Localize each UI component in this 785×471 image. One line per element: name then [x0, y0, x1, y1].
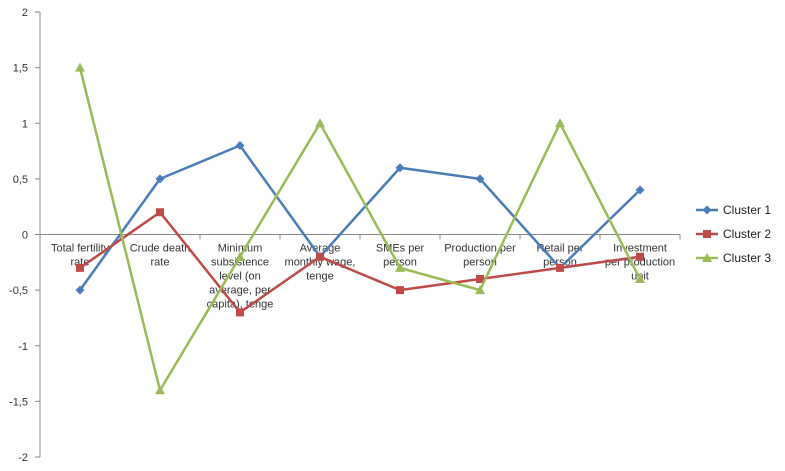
data-point	[155, 174, 165, 184]
data-point	[76, 263, 84, 272]
data-point	[75, 285, 85, 295]
legend-entry: Cluster 2	[723, 227, 771, 241]
data-point	[235, 141, 245, 150]
data-point	[636, 252, 644, 261]
data-point	[475, 174, 485, 184]
series-line-1	[78, 144, 641, 291]
y-tick-label: 0	[22, 230, 28, 242]
data-point	[315, 118, 325, 128]
data-point	[235, 251, 245, 261]
y-tick-label: 2	[22, 7, 28, 19]
data-point	[556, 263, 564, 272]
y-tick-label: 1,5	[13, 63, 28, 75]
data-point	[476, 275, 484, 283]
x-category-label: Average monthly wage, tenge	[285, 243, 356, 283]
y-tick-label: -0,5	[9, 285, 28, 297]
series-line-3	[78, 67, 642, 392]
data-point	[395, 163, 405, 173]
series-line-2	[79, 211, 641, 314]
y-tick-label: -2	[18, 452, 28, 464]
data-point	[475, 285, 485, 295]
data-point	[395, 262, 405, 272]
x-category-label: Crude death rate	[130, 243, 191, 269]
legend-entry: Cluster 1	[723, 203, 771, 217]
legend-marker	[702, 253, 712, 262]
data-point	[396, 286, 404, 295]
y-tick-label: 1	[22, 118, 28, 130]
data-point	[635, 185, 645, 195]
data-point	[75, 62, 85, 72]
data-point	[555, 118, 565, 128]
legend-entry: Cluster 3	[723, 251, 771, 265]
data-point	[155, 385, 165, 395]
x-category-label: Production per person	[444, 243, 516, 269]
data-point	[156, 208, 164, 217]
y-tick-label: 0,5	[13, 174, 28, 186]
data-point	[236, 308, 244, 317]
data-point	[635, 274, 645, 283]
data-point	[316, 252, 324, 261]
legend-marker	[702, 205, 712, 215]
y-tick-label: -1,5	[9, 396, 28, 408]
y-tick-label: -1	[18, 341, 28, 353]
legend-marker	[703, 230, 711, 238]
